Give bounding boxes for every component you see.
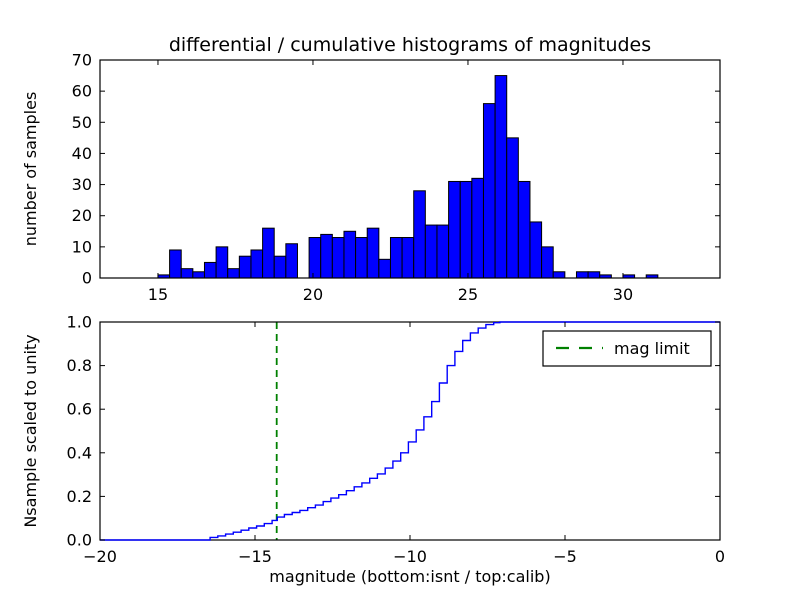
plot-title: differential / cumulative histograms of … bbox=[169, 34, 651, 56]
y-tick-label: 0.0 bbox=[67, 531, 92, 550]
y-tick-label: 1.0 bbox=[67, 313, 92, 332]
figure: 15 20 25 30 0 10 20 30 40 50 60 70 differential / c… bbox=[0, 0, 800, 600]
y-tick-label: 70 bbox=[72, 51, 92, 70]
histogram-bar bbox=[344, 231, 356, 278]
histogram-bar bbox=[460, 181, 472, 278]
histogram-bar bbox=[402, 238, 414, 278]
histogram-bar bbox=[309, 238, 321, 278]
histogram-bar bbox=[472, 178, 484, 278]
x-tick-label: 20 bbox=[303, 285, 323, 304]
y-tick-label: 40 bbox=[72, 144, 92, 163]
histogram-bar bbox=[390, 238, 402, 278]
x-tick-label: 25 bbox=[458, 285, 478, 304]
bottom-y-axis-label: Nsample scaled to unity bbox=[21, 334, 40, 527]
x-tick-label: −20 bbox=[83, 547, 117, 566]
histogram-bar bbox=[286, 244, 298, 278]
top-y-axis-label: number of samples bbox=[21, 92, 40, 247]
x-tick-label: −15 bbox=[238, 547, 272, 566]
histogram-bar bbox=[263, 228, 275, 278]
histogram-bar bbox=[507, 138, 519, 278]
histogram-bar bbox=[204, 262, 216, 278]
x-tick-label: −10 bbox=[393, 547, 427, 566]
histogram-bar bbox=[553, 272, 565, 278]
histogram-bar bbox=[425, 225, 437, 278]
histogram-bar bbox=[170, 250, 182, 278]
histogram-bar bbox=[367, 228, 379, 278]
top-plot: 15 20 25 30 0 10 20 30 40 50 60 70 differential / c… bbox=[21, 34, 720, 304]
histogram-bar bbox=[437, 225, 449, 278]
y-tick-label: 10 bbox=[72, 237, 92, 256]
histogram-bar bbox=[495, 76, 507, 278]
histogram-bar bbox=[321, 234, 333, 278]
x-tick-label: 0 bbox=[715, 547, 725, 566]
histogram-bar bbox=[379, 259, 391, 278]
x-tick-label: −5 bbox=[553, 547, 577, 566]
x-axis-label: magnitude (bottom:isnt / top:calib) bbox=[269, 567, 550, 586]
histogram-bar bbox=[588, 272, 600, 278]
histogram-bar bbox=[332, 238, 344, 278]
histogram-bar bbox=[251, 250, 263, 278]
histogram-bar bbox=[216, 247, 228, 278]
y-tick-label: 50 bbox=[72, 113, 92, 132]
y-tick-label: 0 bbox=[82, 269, 92, 288]
histogram-bar bbox=[518, 181, 530, 278]
histogram-bar bbox=[239, 256, 251, 278]
histogram-bar bbox=[576, 272, 588, 278]
histogram-bar bbox=[414, 191, 426, 278]
histogram-bar bbox=[228, 269, 240, 278]
y-tick-label: 0.4 bbox=[67, 443, 92, 462]
y-tick-label: 20 bbox=[72, 206, 92, 225]
x-tick-label: 15 bbox=[148, 285, 168, 304]
histogram-bar bbox=[356, 238, 368, 278]
histogram-bar bbox=[193, 272, 205, 278]
x-tick-label: 30 bbox=[613, 285, 633, 304]
y-tick-label: 0.2 bbox=[67, 487, 92, 506]
histogram-bar bbox=[542, 247, 554, 278]
bottom-plot: −20 −15 −10 −5 0 0.0 0.2 0.4 0.6 0.8 1.0 Nsample s… bbox=[21, 313, 725, 587]
histogram-bar bbox=[181, 269, 193, 278]
y-tick-label: 30 bbox=[72, 175, 92, 194]
histogram-bar bbox=[530, 222, 542, 278]
histogram-bar bbox=[274, 256, 286, 278]
legend: mag limit bbox=[543, 331, 711, 366]
legend-label: mag limit bbox=[614, 339, 690, 358]
histogram-bar bbox=[483, 104, 495, 278]
y-tick-label: 0.6 bbox=[67, 400, 92, 419]
y-tick-label: 60 bbox=[72, 82, 92, 101]
two-panel-chart: 15 20 25 30 0 10 20 30 40 50 60 70 differential / c… bbox=[0, 0, 800, 600]
histogram-bar bbox=[449, 181, 461, 278]
y-tick-label: 0.8 bbox=[67, 356, 92, 375]
